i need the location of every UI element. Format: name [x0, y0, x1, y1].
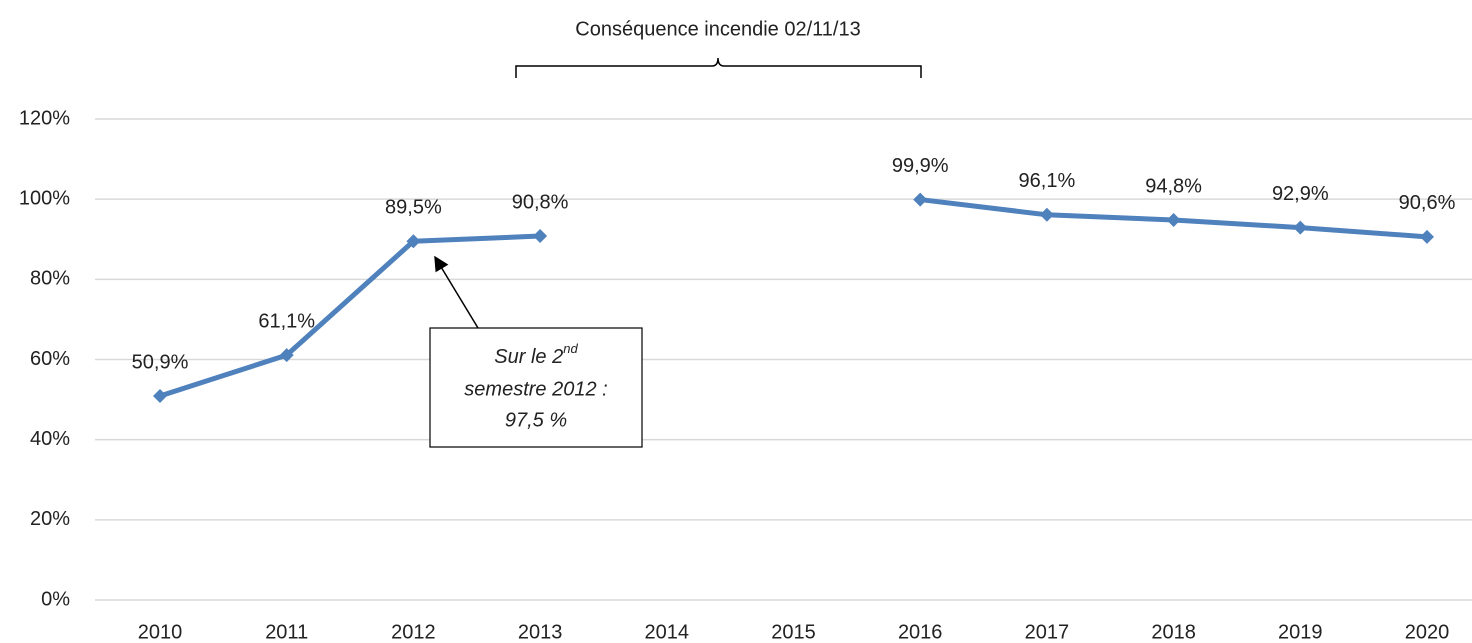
data-label: 92,9% [1272, 183, 1329, 205]
y-tick-label: 100% [19, 187, 70, 209]
x-tick-label: 2016 [898, 621, 943, 643]
y-tick-label: 20% [30, 508, 70, 530]
marker [1039, 207, 1054, 222]
marker [1420, 229, 1434, 244]
marker [406, 234, 421, 249]
x-tick-label: 2011 [265, 621, 308, 643]
data-label: 50,9% [132, 351, 189, 373]
callout-box [429, 327, 643, 448]
callout-line: Sur le 2nd [494, 341, 578, 368]
y-tick-label: 60% [30, 348, 70, 370]
x-tick-label: 2014 [645, 621, 690, 643]
plot: 0% 20% 40% 60% 80% 100% 120% 2010 2011 2012 2013 20… [19, 107, 1472, 643]
marker [1166, 213, 1181, 228]
y-tick-label: 40% [30, 428, 70, 450]
x-tick-label: 2019 [1278, 621, 1323, 643]
data-label: 99,9% [892, 155, 949, 177]
marker [533, 229, 548, 244]
data-label: 61,1% [258, 310, 315, 332]
marker [1293, 220, 1308, 235]
marker [913, 192, 928, 207]
x-tick-label: 2012 [391, 621, 436, 643]
y-tick-label: 0% [41, 588, 70, 610]
callout-arrow [434, 255, 479, 329]
marker [153, 388, 167, 403]
data-label: 94,8% [1145, 175, 1202, 197]
marker [279, 348, 294, 363]
bracket-label: Conséquence incendie 02/11/13 [575, 18, 860, 40]
x-tick-label: 2018 [1151, 621, 1196, 643]
data-label: 96,1% [1019, 170, 1076, 192]
callout-line: 97,5 % [505, 409, 567, 431]
callout-text: Sur le 2 [494, 346, 563, 368]
callout-line: semestre 2012 : [464, 378, 607, 400]
callout-superscript: nd [563, 341, 578, 356]
line [159, 197, 1428, 399]
y-tick-label: 80% [30, 268, 70, 290]
x-tick-label: 2015 [771, 621, 816, 643]
bracket [515, 57, 922, 78]
x-tick-label: 2010 [138, 621, 183, 643]
data-label: 90,8% [512, 191, 569, 213]
data-label: 89,5% [385, 197, 442, 219]
data-label: 90,6% [1399, 192, 1456, 214]
y-tick-label: 120% [19, 107, 70, 129]
x-tick-label: 2017 [1025, 621, 1070, 643]
x-tick-label: 2013 [518, 621, 563, 643]
x-tick-label: 2020 [1405, 621, 1450, 643]
